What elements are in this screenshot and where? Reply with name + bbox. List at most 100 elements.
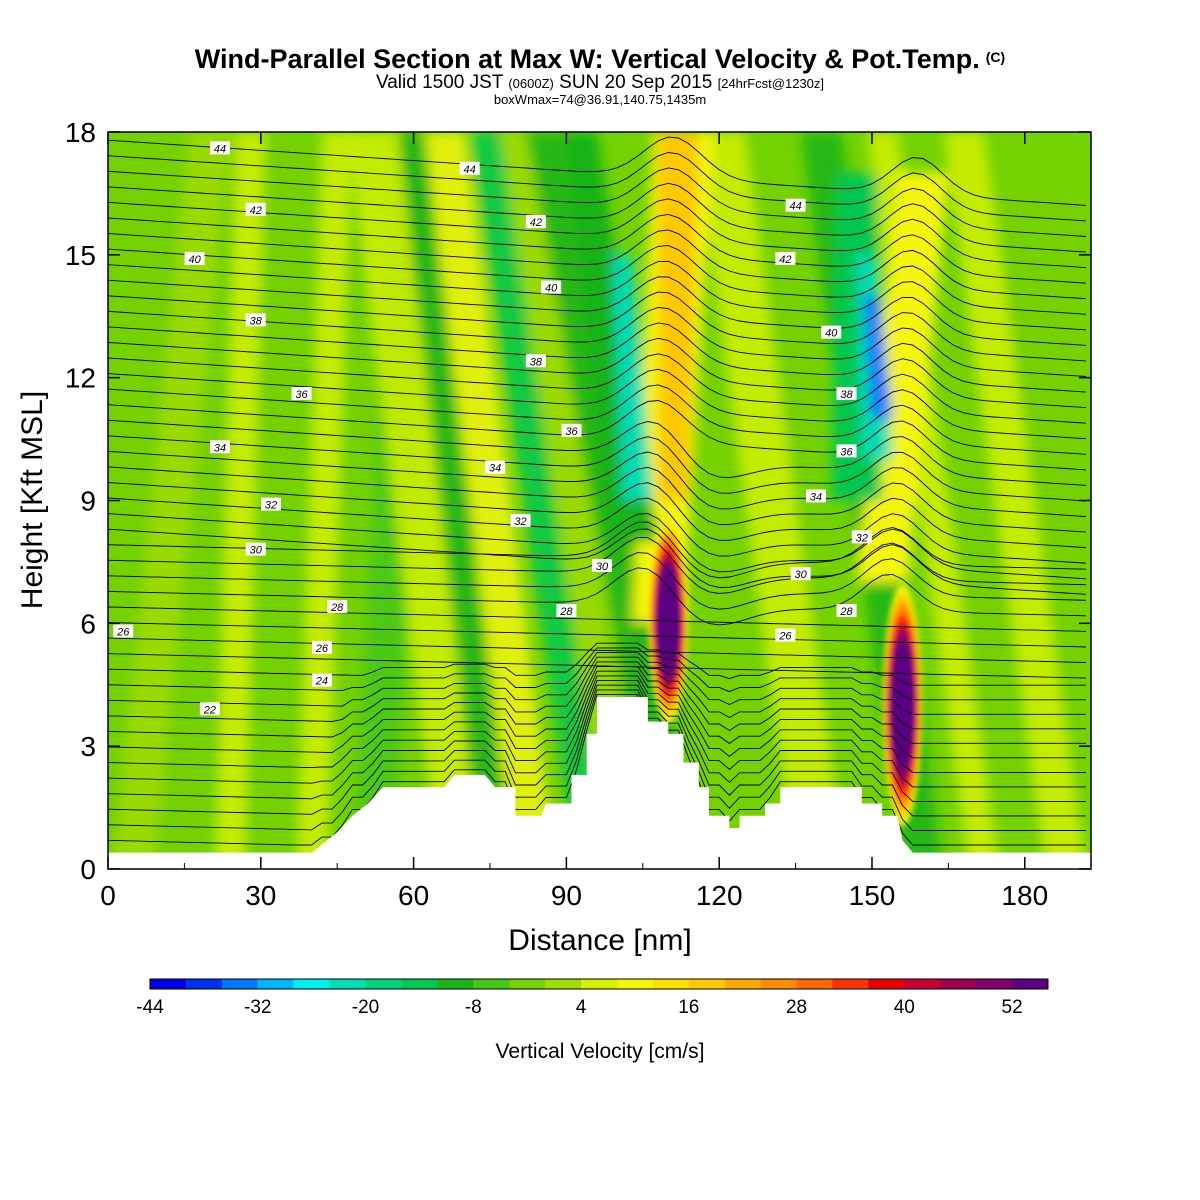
contour-label-box <box>785 198 806 212</box>
contour-label: 30 <box>795 569 808 581</box>
isentrope <box>108 684 1086 817</box>
isentrope <box>108 689 1086 831</box>
isentrope <box>108 622 1086 648</box>
upper-downdraft-plume <box>612 254 653 501</box>
isentrope <box>108 466 1086 533</box>
colorbar-swatch <box>904 979 941 989</box>
y-tick-label: 15 <box>65 240 96 271</box>
contour-label-box <box>821 325 842 339</box>
contour-label-box <box>184 251 205 265</box>
colorbar-swatch <box>437 979 474 989</box>
contour-label: 38 <box>250 315 263 327</box>
contour-label: 22 <box>203 704 216 716</box>
terrain <box>108 697 1091 869</box>
colorbar-swatch <box>724 979 762 989</box>
colorbar-tick-label: 28 <box>786 997 807 1018</box>
isentrope <box>108 182 1086 253</box>
contour-label-box <box>311 640 332 654</box>
contour-label: 34 <box>489 463 501 475</box>
forecast-info: [24hrFcst@1230z] <box>717 76 825 91</box>
isentrope <box>108 307 1086 377</box>
colorbar-swatch <box>688 979 726 989</box>
contour-label: 38 <box>530 356 543 368</box>
contour-label-box <box>790 567 811 581</box>
y-axis-label: Height [Kft MSL] <box>16 391 49 609</box>
isentrope <box>108 482 1086 549</box>
contour-label-box <box>485 460 506 474</box>
contour-label: 42 <box>530 217 542 229</box>
isentrope <box>108 661 1086 744</box>
colorbar-swatch <box>760 979 798 989</box>
plot-area: 44 44 44 42 42 42 40 40 40 38 38 38 36 36 36 34 34 34 32 32… <box>108 132 1091 869</box>
contour-label: 34 <box>214 442 226 454</box>
isentrope <box>108 647 1086 701</box>
y-tick-label: 9 <box>80 486 96 517</box>
contour-label: 42 <box>250 205 262 217</box>
contour-label: 34 <box>810 491 822 503</box>
contour-label: 26 <box>315 643 329 655</box>
x-tick-label: 30 <box>245 880 276 911</box>
x-tick-label: 150 <box>849 880 896 911</box>
isentrope <box>108 136 1086 206</box>
x-tick-label: 180 <box>1001 880 1048 911</box>
contour-label: 24 <box>315 676 328 688</box>
isentrope <box>108 513 1086 580</box>
contour-label-box <box>245 202 266 216</box>
colorbar-tick-label: -8 <box>465 997 482 1018</box>
velocity-band <box>113 132 231 869</box>
isentrope <box>108 666 1086 759</box>
contour-label-box <box>592 559 613 573</box>
isentrope <box>108 368 1086 440</box>
isentrope <box>108 276 1086 346</box>
y-tick-label: 6 <box>80 608 96 639</box>
contour-label-box <box>836 444 857 458</box>
contour-label: 26 <box>778 631 792 643</box>
colorbar-swatch <box>185 979 223 989</box>
colorbar-swatch <box>976 979 1013 989</box>
contour-label: 36 <box>295 389 308 401</box>
colorbar-swatch <box>509 979 546 989</box>
upper-updraft-plume <box>658 132 699 501</box>
isentrope <box>108 567 1086 626</box>
contour-label-box <box>311 673 332 687</box>
contour-label-box <box>510 513 531 527</box>
x-tick-label: 90 <box>551 880 582 911</box>
chart-title-text: Wind-Parallel Section at Max W: Vertical… <box>194 44 980 74</box>
colorbar-swatch <box>473 979 510 989</box>
isentrope <box>108 450 1086 517</box>
isentrope <box>108 528 1086 595</box>
colorbar-swatch <box>581 979 618 989</box>
colorbar-swatch <box>796 979 833 989</box>
contour-label-box <box>556 604 577 618</box>
y-tick-label: 3 <box>80 731 96 762</box>
isentrope <box>108 606 1086 632</box>
colorbar-swatch <box>652 979 690 989</box>
contour-label-box <box>113 624 134 638</box>
isentrope <box>108 521 1086 579</box>
velocity-band <box>398 132 511 869</box>
isentrope <box>108 260 1086 331</box>
x-axis-label: Distance [nm] <box>508 924 691 957</box>
isentrope <box>108 384 1086 455</box>
valid-prefix: Valid 1500 JST <box>375 72 504 93</box>
contour-label: 40 <box>545 283 558 295</box>
contour-label: 44 <box>789 201 801 213</box>
isentrope <box>108 680 1086 802</box>
contour-label: 32 <box>265 500 277 512</box>
isentrope <box>108 337 1086 409</box>
contour-label-box <box>210 440 231 454</box>
x-tick-label: 60 <box>398 880 429 911</box>
contour-label: 30 <box>596 561 609 573</box>
isentrope <box>108 213 1086 284</box>
contour-labels: 44 44 44 42 42 42 40 40 40 38 38 38 36 36 36 34 34 34 32 32… <box>113 141 872 716</box>
contour-label: 32 <box>856 532 868 544</box>
isentrope <box>108 245 1086 315</box>
isentrope <box>108 694 1086 846</box>
contour-label: 28 <box>559 606 573 618</box>
contour-label-box <box>260 497 281 511</box>
colorbar: -44 -32 -20 -8 4 16 28 40 52 <box>136 978 1049 1018</box>
colorbar-swatch <box>150 979 187 989</box>
contour-label: 44 <box>214 143 226 155</box>
colorbar-tick-label: 16 <box>678 997 699 1018</box>
